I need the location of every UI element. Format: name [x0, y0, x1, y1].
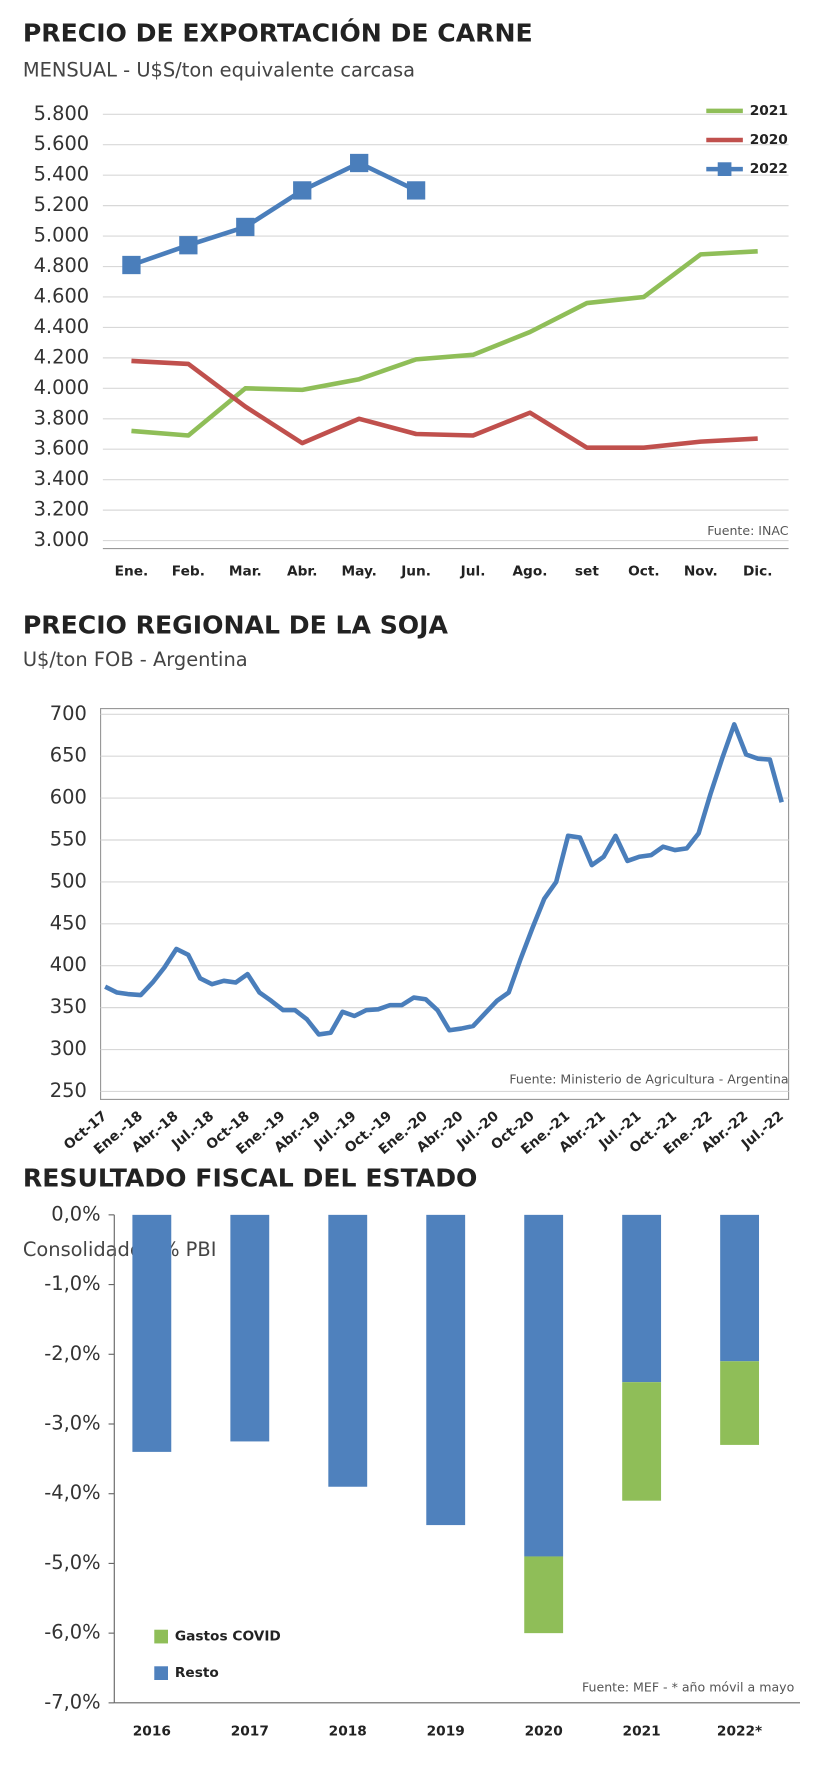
bar: [230, 1214, 270, 1442]
chart-title: PRECIO REGIONAL DE LA SOJA: [23, 610, 449, 639]
x-tick-label: 2016: [133, 1723, 171, 1739]
source-note: Fuente: MEF - * año móvil a mayo: [582, 1680, 794, 1695]
y-tick-label: 4.400: [34, 315, 90, 338]
bar: [328, 1214, 368, 1487]
y-tick-label: 700: [50, 702, 87, 725]
bar: [720, 1214, 760, 1362]
series-line: [130, 160, 418, 268]
y-tick-label: 4.800: [34, 254, 90, 277]
y-tick-label: 400: [50, 953, 87, 976]
chart-title: PRECIO DE EXPORTACIÓN DE CARNE: [23, 17, 533, 47]
legend-swatch: [154, 1629, 168, 1644]
x-tick-label: Abr.: [287, 563, 317, 579]
y-tick-label: -6,0%: [44, 1621, 100, 1644]
y-tick-label: -4,0%: [44, 1481, 100, 1504]
bar: [622, 1382, 662, 1501]
bar: [524, 1214, 564, 1557]
y-tick-label: -1,0%: [44, 1272, 100, 1295]
y-tick-label: 0,0%: [51, 1202, 100, 1225]
y-tick-label: 4.200: [34, 345, 90, 368]
series-line: [104, 722, 784, 1037]
marker: [350, 153, 369, 173]
y-tick-label: 3.000: [34, 528, 90, 551]
y-tick-label: 3.400: [34, 467, 90, 490]
x-tick-label: Dic.: [743, 563, 772, 579]
bar: [622, 1214, 662, 1383]
y-tick-label: 5.000: [34, 224, 90, 247]
y-tick-label: 5.200: [34, 193, 90, 216]
bar: [524, 1556, 564, 1634]
legend-label: Resto: [175, 1665, 219, 1681]
y-tick-label: -7,0%: [44, 1690, 100, 1713]
bar: [720, 1361, 760, 1445]
y-tick-label: 3.600: [34, 437, 90, 460]
legend-label: 2021: [750, 103, 788, 119]
y-tick-label: 650: [50, 744, 87, 767]
series-line: [131, 358, 758, 450]
marker: [179, 236, 198, 255]
source-note: Fuente: Ministerio de Agricultura - Arge…: [509, 1071, 788, 1086]
y-tick-label: 3.800: [34, 406, 90, 429]
marker: [122, 255, 141, 275]
y-tick-label: 5.800: [34, 102, 90, 125]
y-tick-label: 550: [50, 828, 87, 851]
x-tick-label: Feb.: [172, 563, 205, 579]
y-tick-label: -2,0%: [44, 1342, 100, 1365]
chart-title: RESULTADO FISCAL DEL ESTADO: [23, 1163, 478, 1192]
bar: [426, 1214, 466, 1526]
y-tick-label: 250: [50, 1079, 87, 1102]
x-tick-label: 2021: [623, 1723, 661, 1739]
legend-label: 2020: [750, 132, 788, 148]
legend-marker: [717, 162, 732, 176]
y-tick-label: 5.600: [34, 132, 90, 155]
x-tick-label: 2017: [231, 1723, 269, 1739]
y-tick-label: -3,0%: [44, 1412, 100, 1435]
x-tick-label: Oct.: [628, 563, 660, 579]
x-tick-label: 2020: [525, 1723, 563, 1739]
y-tick-label: 300: [50, 1037, 87, 1060]
x-tick-label: Jun.: [400, 563, 431, 579]
marker: [293, 181, 312, 200]
series-line: [131, 249, 758, 438]
y-tick-label: 500: [50, 869, 87, 892]
chart-subtitle: Consolidado - % PBI: [23, 1238, 217, 1261]
y-tick-label: 4.600: [34, 284, 90, 307]
x-tick-label: May.: [341, 563, 376, 579]
y-tick-label: 350: [50, 995, 87, 1018]
x-tick-label: 2019: [427, 1723, 465, 1739]
legend-swatch: [154, 1666, 168, 1680]
y-tick-label: -5,0%: [44, 1551, 100, 1574]
x-tick-label: Ene.: [115, 563, 149, 579]
legend-label: Gastos COVID: [175, 1629, 281, 1645]
legend-label: 2022: [750, 161, 788, 177]
plot-frame: [100, 708, 790, 1100]
chart-subtitle: MENSUAL - U$S/ton equivalente carcasa: [23, 58, 415, 81]
y-tick-label: 5.400: [34, 163, 90, 186]
x-tick-label: Ago.: [512, 563, 547, 579]
y-tick-label: 450: [50, 911, 87, 934]
x-tick-label: Mar.: [229, 563, 262, 579]
x-tick-label: 2022*: [717, 1723, 762, 1739]
marker: [406, 181, 426, 200]
y-tick-label: 3.200: [34, 498, 90, 521]
marker: [236, 217, 255, 237]
x-tick-label: Jul.: [460, 563, 486, 579]
x-tick-label: 2018: [329, 1723, 367, 1739]
x-tick-label: set: [575, 563, 599, 579]
bar: [132, 1214, 172, 1452]
x-tick-label: Nov.: [684, 563, 718, 579]
y-tick-label: 4.000: [34, 376, 90, 399]
source-note: Fuente: INAC: [707, 523, 789, 538]
y-tick-label: 600: [50, 786, 87, 809]
chart-subtitle: U$/ton FOB - Argentina: [23, 648, 248, 671]
